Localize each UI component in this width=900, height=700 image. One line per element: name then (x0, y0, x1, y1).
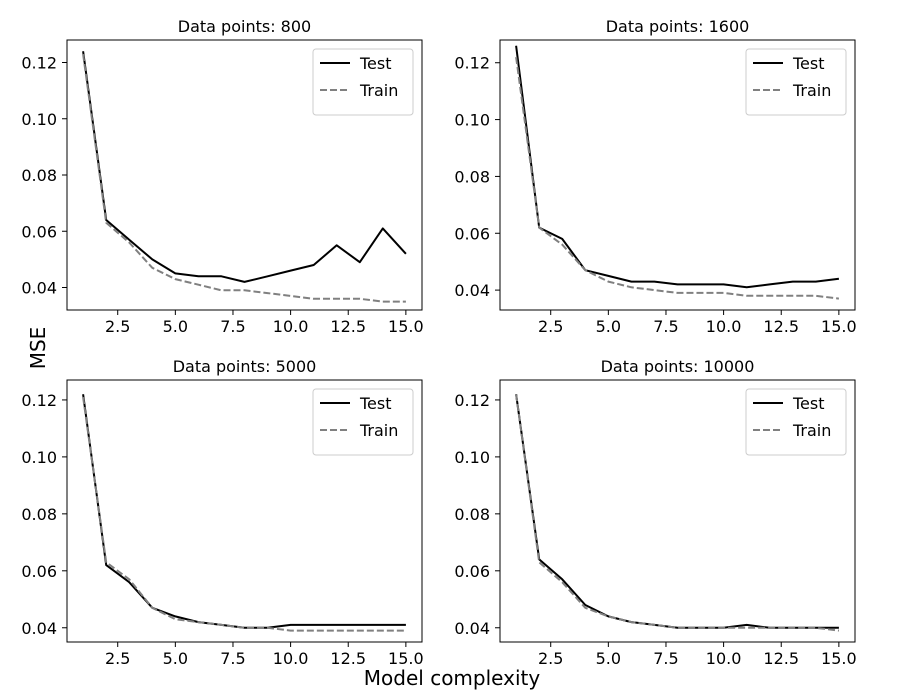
legend-label-train: Train (792, 421, 831, 440)
y-tick-label: 0.10 (21, 110, 57, 129)
y-tick-label: 0.12 (454, 54, 490, 73)
series-line-test (82, 51, 407, 283)
legend-box (745, 388, 847, 456)
y-tick-label: 0.10 (454, 111, 490, 130)
x-tick-label: 7.5 (220, 649, 245, 668)
chart-panel-1: Data points: 800 2.5 5.0 7.5 10.0 12.5 15.0 0.0… (21, 17, 423, 336)
x-tick-label: 5.0 (596, 317, 621, 336)
chart-panel-4: Data points: 10000 2.5 5.0 7.5 10.0 12.5 15.0 0… (454, 357, 856, 668)
x-tick-label: 15.0 (388, 649, 424, 668)
x-tick-label: 7.5 (653, 317, 678, 336)
x-tick-label: 12.5 (763, 317, 799, 336)
chart-title: Data points: 10000 (601, 357, 755, 376)
x-tick-label: 5.0 (163, 317, 188, 336)
series-line-test (82, 394, 406, 629)
y-tick-label: 0.06 (21, 562, 57, 581)
x-tick-label: 12.5 (330, 317, 366, 336)
legend-box (745, 48, 847, 116)
y-tick-label: 0.04 (21, 619, 57, 638)
x-tick-label: 2.5 (538, 649, 563, 668)
plot-frame (66, 379, 423, 643)
y-tick-label: 0.04 (454, 619, 490, 638)
plot-frame (499, 39, 856, 311)
legend-label-test: Test (359, 54, 392, 73)
x-tick-label: 10.0 (706, 317, 742, 336)
x-tick-label: 15.0 (821, 649, 857, 668)
x-tick-label: 10.0 (706, 649, 742, 668)
x-tick-label: 2.5 (105, 649, 130, 668)
x-tick-label: 7.5 (220, 317, 245, 336)
series-line-train (82, 53, 406, 303)
x-tick-label: 10.0 (273, 649, 309, 668)
legend-label-test: Test (792, 394, 825, 413)
plot-frame (66, 39, 423, 311)
legend-label-test: Test (792, 54, 825, 73)
chart-title: Data points: 5000 (173, 357, 317, 376)
x-tick-label: 10.0 (273, 317, 309, 336)
chart-panel-2: Data points: 1600 2.5 5.0 7.5 10.0 12.5 15.0 0.… (454, 17, 856, 336)
y-tick-label: 0.04 (454, 281, 490, 300)
x-tick-label: 2.5 (538, 317, 563, 336)
x-tick-label: 5.0 (163, 649, 188, 668)
y-tick-label: 0.12 (21, 54, 57, 73)
legend-box (312, 388, 414, 456)
y-tick-label: 0.06 (454, 224, 490, 243)
legend-label-train: Train (359, 421, 398, 440)
legend-box (312, 48, 414, 116)
legend-label-test: Test (359, 394, 392, 413)
x-tick-label: 5.0 (596, 649, 621, 668)
chart-title: Data points: 1600 (606, 17, 750, 36)
y-tick-label: 0.12 (454, 391, 490, 410)
x-axis-label: Model complexity (363, 666, 541, 690)
y-tick-label: 0.08 (21, 505, 57, 524)
y-tick-label: 0.10 (454, 448, 490, 467)
y-axis-label: MSE (26, 326, 50, 370)
legend-label-train: Train (792, 81, 831, 100)
y-tick-label: 0.04 (21, 279, 57, 298)
series-line-train (82, 396, 406, 632)
series-line-train (515, 56, 840, 300)
y-tick-label: 0.12 (21, 391, 57, 410)
y-tick-label: 0.10 (21, 448, 57, 467)
legend: Test Train (745, 48, 847, 116)
legend: Test Train (312, 48, 414, 116)
y-tick-label: 0.08 (454, 505, 490, 524)
chart-panel-3: Data points: 5000 2.5 5.0 7.5 10.0 12.5 15.0 0.… (21, 357, 423, 668)
series-line-test (515, 45, 840, 289)
x-tick-label: 15.0 (821, 317, 857, 336)
x-tick-label: 2.5 (105, 317, 130, 336)
legend: Test Train (312, 388, 414, 456)
plot-frame (499, 379, 856, 643)
y-tick-label: 0.08 (21, 166, 57, 185)
x-tick-label: 15.0 (388, 317, 424, 336)
legend: Test Train (745, 388, 847, 456)
x-tick-label: 12.5 (763, 649, 799, 668)
x-tick-label: 12.5 (330, 649, 366, 668)
legend-label-train: Train (359, 81, 398, 100)
series-line-train (515, 394, 840, 632)
y-tick-label: 0.06 (454, 562, 490, 581)
chart-title: Data points: 800 (178, 17, 311, 36)
y-tick-label: 0.06 (21, 222, 57, 241)
y-tick-label: 0.08 (454, 167, 490, 186)
x-tick-label: 7.5 (653, 649, 678, 668)
